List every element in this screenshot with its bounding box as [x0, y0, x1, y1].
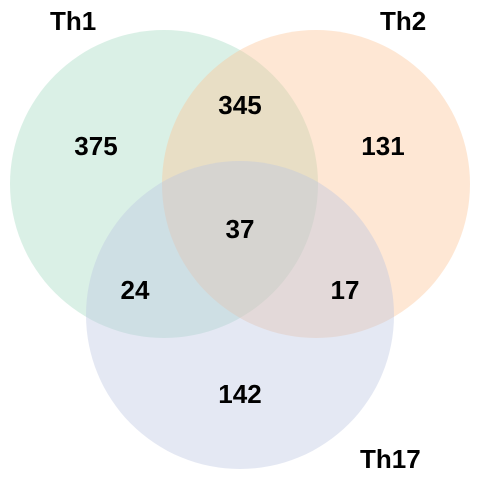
set-circle-th2 — [162, 30, 470, 338]
region-count-th2-th17: 17 — [331, 275, 360, 305]
region-count-th1-th17: 24 — [121, 275, 150, 305]
set-circle-th1 — [10, 30, 318, 338]
region-count-all: 37 — [226, 214, 255, 244]
set-label-th2: Th2 — [380, 6, 426, 36]
set-label-th1: Th1 — [50, 6, 96, 36]
region-count-th2-only: 131 — [361, 131, 404, 161]
region-count-th17-only: 142 — [218, 379, 261, 409]
set-circle-th17 — [86, 161, 394, 469]
set-label-th17: Th17 — [360, 444, 421, 474]
region-count-th1-only: 375 — [74, 131, 117, 161]
region-count-th1-th2: 345 — [218, 90, 261, 120]
